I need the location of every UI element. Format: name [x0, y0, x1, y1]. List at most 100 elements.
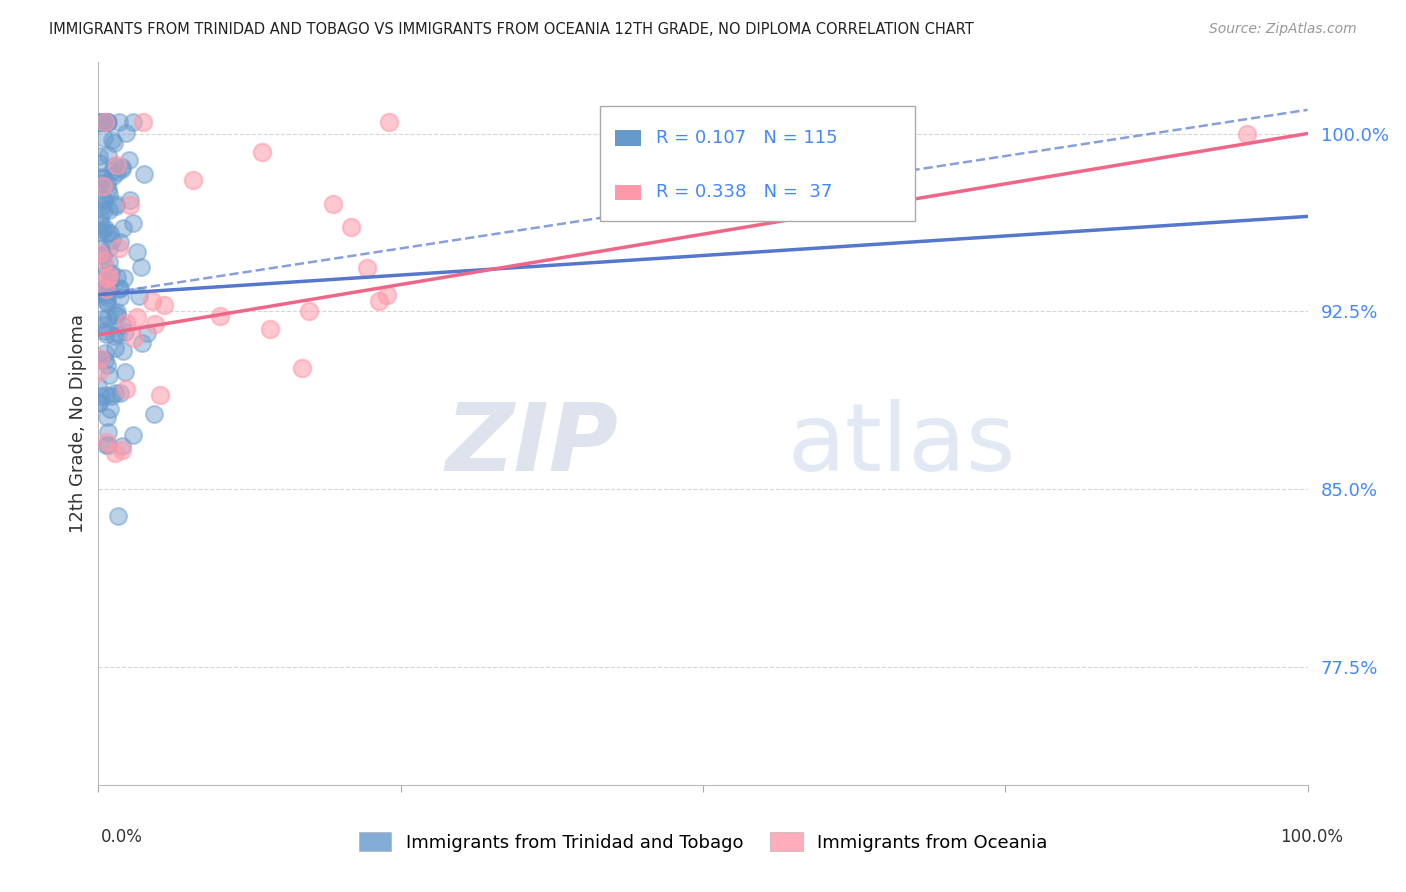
Text: 0.0%: 0.0%: [101, 828, 143, 846]
Point: [87, 394, 110, 409]
Point: [118, 153, 141, 167]
Point: [100, 266, 122, 280]
Point: [121, 427, 143, 442]
Point: [101, 169, 124, 184]
Point: [90, 169, 112, 184]
Text: IMMIGRANTS FROM TRINIDAD AND TOBAGO VS IMMIGRANTS FROM OCEANIA 12TH GRADE, NO DI: IMMIGRANTS FROM TRINIDAD AND TOBAGO VS I…: [49, 22, 974, 37]
Point: [100, 164, 122, 178]
Point: [97, 310, 120, 324]
Text: R = 0.107   N = 115: R = 0.107 N = 115: [655, 129, 838, 147]
Point: [96, 282, 118, 296]
Point: [89, 351, 111, 366]
Point: [94, 346, 117, 360]
Point: [96, 291, 118, 305]
Point: [111, 221, 134, 235]
Point: [122, 216, 145, 230]
Point: [91, 178, 114, 193]
Point: [108, 290, 131, 304]
Point: [322, 197, 344, 211]
Point: [122, 114, 145, 128]
Point: [94, 114, 117, 128]
Point: [110, 160, 132, 174]
Point: [89, 176, 111, 190]
Point: [96, 296, 118, 310]
Point: [112, 271, 135, 285]
Point: [97, 182, 120, 196]
Point: [367, 294, 389, 309]
Point: [107, 326, 129, 341]
Point: [91, 312, 114, 326]
Text: ZIP: ZIP: [446, 400, 619, 491]
Text: atlas: atlas: [787, 400, 1017, 491]
Point: [298, 304, 321, 318]
Point: [105, 157, 128, 171]
Point: [149, 388, 172, 402]
Point: [94, 260, 117, 274]
Point: [98, 254, 121, 268]
Point: [142, 407, 165, 421]
Point: [91, 223, 114, 237]
Point: [93, 324, 115, 338]
Point: [96, 176, 118, 190]
Point: [93, 171, 115, 186]
Point: [96, 114, 118, 128]
Point: [120, 194, 142, 208]
Point: [96, 114, 118, 128]
Point: [1236, 127, 1258, 141]
Point: [110, 235, 132, 249]
Point: [291, 361, 314, 376]
Point: [114, 325, 136, 339]
Point: [132, 168, 155, 182]
Point: [129, 260, 152, 274]
Point: [111, 442, 134, 457]
Point: [118, 198, 141, 212]
Point: [96, 114, 118, 128]
Point: [94, 352, 117, 367]
Point: [96, 434, 118, 449]
Point: [181, 173, 204, 187]
Point: [108, 114, 131, 128]
Text: R = 0.338   N =  37: R = 0.338 N = 37: [655, 184, 832, 202]
Point: [104, 386, 127, 401]
Point: [96, 410, 118, 425]
Point: [93, 318, 115, 332]
Point: [136, 326, 159, 340]
Point: [110, 439, 132, 453]
Point: [378, 114, 401, 128]
FancyBboxPatch shape: [614, 185, 641, 201]
Point: [103, 159, 125, 173]
Point: [93, 130, 115, 145]
Point: [131, 336, 153, 351]
Point: [111, 318, 134, 332]
Point: [103, 328, 125, 343]
Point: [122, 331, 145, 345]
Point: [97, 438, 120, 452]
Point: [96, 227, 118, 241]
Point: [87, 378, 110, 392]
Point: [90, 199, 112, 213]
Point: [97, 203, 120, 218]
Point: [152, 298, 174, 312]
Point: [105, 309, 128, 323]
Point: [107, 282, 129, 296]
FancyBboxPatch shape: [600, 106, 915, 221]
Point: [98, 268, 121, 283]
Point: [89, 285, 111, 299]
Point: [96, 437, 118, 451]
Point: [89, 396, 111, 410]
Point: [98, 368, 121, 383]
Point: [104, 341, 127, 355]
Point: [98, 226, 121, 240]
Point: [141, 293, 163, 308]
Point: [101, 133, 124, 147]
Point: [93, 202, 115, 217]
Point: [208, 309, 231, 323]
Point: [114, 365, 136, 379]
Point: [90, 242, 112, 256]
Point: [105, 199, 128, 213]
Point: [94, 388, 117, 402]
Point: [97, 114, 120, 128]
Point: [93, 254, 115, 268]
Point: [96, 293, 118, 308]
Point: [87, 365, 110, 379]
